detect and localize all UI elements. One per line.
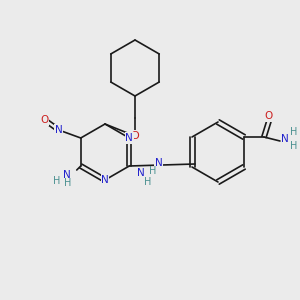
Text: H: H: [144, 177, 151, 187]
Text: H: H: [290, 141, 298, 151]
Text: H: H: [64, 178, 71, 188]
Text: H: H: [53, 176, 60, 186]
Text: N: N: [63, 170, 70, 180]
Text: O: O: [40, 115, 49, 125]
Text: N: N: [137, 168, 145, 178]
Text: H: H: [149, 167, 156, 176]
Text: O: O: [130, 131, 140, 141]
Text: N: N: [281, 134, 289, 144]
Text: O: O: [265, 111, 273, 121]
Text: N: N: [101, 175, 109, 185]
Text: N: N: [155, 158, 163, 169]
Text: N: N: [125, 133, 133, 143]
Text: N: N: [55, 125, 63, 135]
Text: H: H: [290, 127, 298, 137]
